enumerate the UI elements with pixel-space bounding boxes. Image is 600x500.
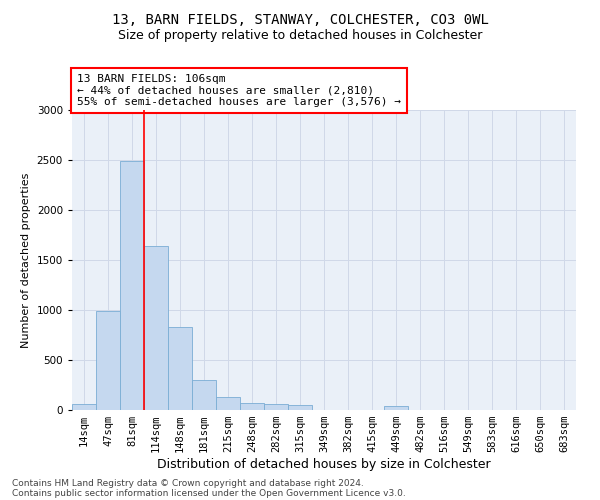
Text: 13, BARN FIELDS, STANWAY, COLCHESTER, CO3 0WL: 13, BARN FIELDS, STANWAY, COLCHESTER, CO… — [112, 12, 488, 26]
Y-axis label: Number of detached properties: Number of detached properties — [21, 172, 31, 348]
Bar — [144, 246, 168, 410]
Bar — [216, 397, 240, 410]
Bar — [264, 404, 288, 410]
Text: Contains public sector information licensed under the Open Government Licence v3: Contains public sector information licen… — [12, 488, 406, 498]
Bar — [120, 161, 144, 410]
Text: Contains HM Land Registry data © Crown copyright and database right 2024.: Contains HM Land Registry data © Crown c… — [12, 478, 364, 488]
Bar — [72, 404, 96, 410]
Text: Size of property relative to detached houses in Colchester: Size of property relative to detached ho… — [118, 29, 482, 42]
Bar — [384, 406, 408, 410]
Bar — [192, 380, 216, 410]
Bar — [240, 403, 264, 410]
Bar — [168, 327, 192, 410]
Bar — [96, 311, 120, 410]
X-axis label: Distribution of detached houses by size in Colchester: Distribution of detached houses by size … — [157, 458, 491, 471]
Bar — [288, 405, 312, 410]
Text: 13 BARN FIELDS: 106sqm
← 44% of detached houses are smaller (2,810)
55% of semi-: 13 BARN FIELDS: 106sqm ← 44% of detached… — [77, 74, 401, 107]
